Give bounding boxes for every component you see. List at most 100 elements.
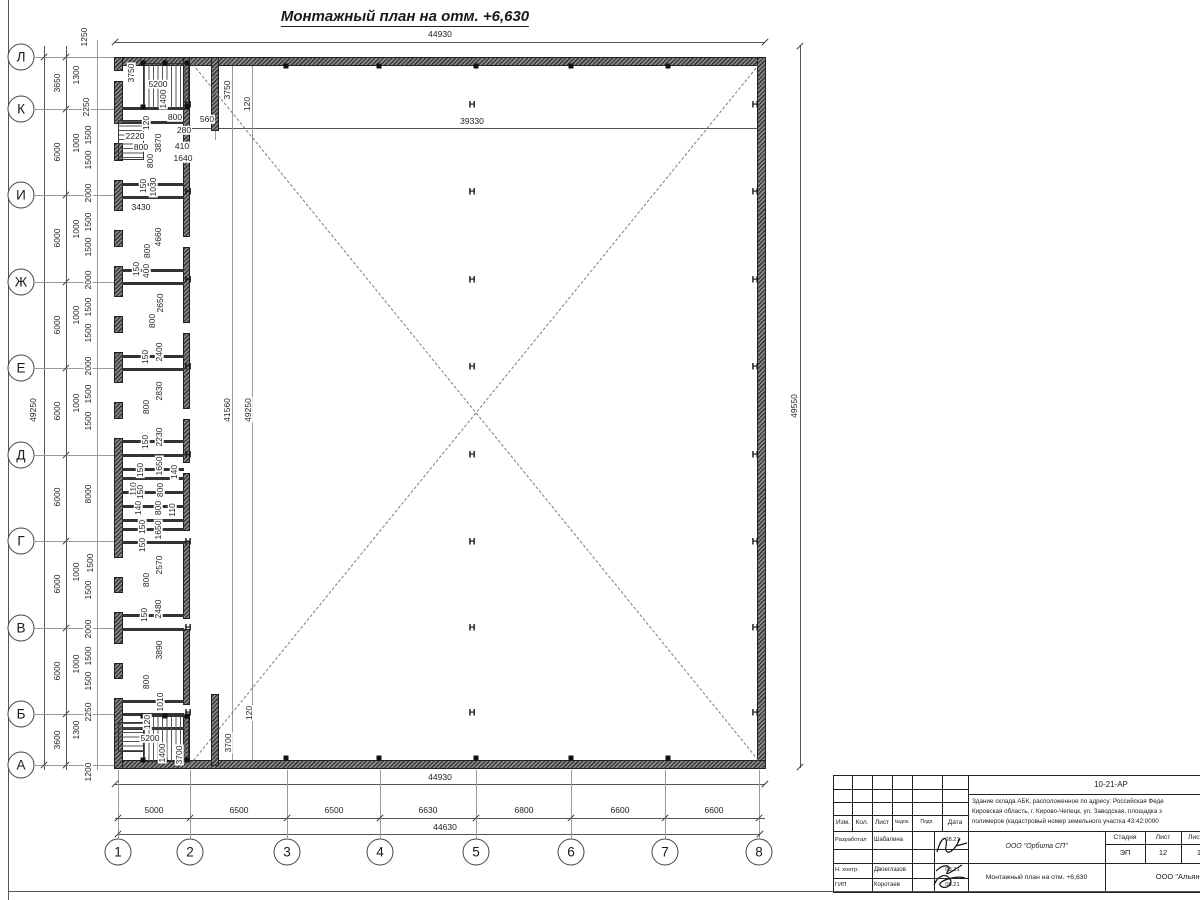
corridor-wall-segment xyxy=(183,159,190,237)
exterior-wall-left-segment xyxy=(114,577,123,593)
column-square xyxy=(473,63,479,69)
dimension-label: 2250 xyxy=(82,701,93,723)
axis-extension-line xyxy=(118,770,119,838)
dimension-label: 3700 xyxy=(173,744,184,766)
dimension-label: 150 xyxy=(138,606,149,624)
title-block-line xyxy=(834,789,968,790)
partition-wall xyxy=(122,528,184,531)
exterior-wall-left-segment xyxy=(114,230,123,247)
dimension-label: 150 xyxy=(139,348,150,366)
dimension-label: 120 xyxy=(140,114,151,132)
title-block-line xyxy=(1145,831,1146,863)
dimension-label: 1000 xyxy=(70,132,81,154)
dimension-label: 6500 xyxy=(323,804,345,815)
partition-wall xyxy=(122,700,184,703)
dimension-label: 1000 xyxy=(70,304,81,326)
dimension-label: 2830 xyxy=(153,380,164,402)
title-block-row-cell: 08.21 xyxy=(945,836,960,843)
partition-wall xyxy=(122,454,184,457)
partition-wall xyxy=(122,368,184,371)
steel-column-marker: Н xyxy=(468,622,476,634)
dimension-label: 1000 xyxy=(70,392,81,414)
axis-circle-row-А: А xyxy=(7,751,35,779)
dimension-label: 1500 xyxy=(82,383,93,405)
dimension-label: 800 xyxy=(144,152,155,170)
dimension-label: 6000 xyxy=(51,227,62,249)
stage-value: ЭП xyxy=(1119,848,1131,858)
dimension-line xyxy=(118,834,760,835)
steel-column-marker: Н xyxy=(751,99,759,111)
exterior-wall-left-segment xyxy=(114,316,123,333)
dimension-label: 800 xyxy=(141,242,152,260)
title-block-line xyxy=(968,794,1200,795)
dimension-label: 6600 xyxy=(609,804,631,815)
title-block-line xyxy=(942,776,943,831)
axis-extension-line xyxy=(380,770,381,838)
dimension-label: 150 xyxy=(139,433,150,451)
dimension-label: 140 xyxy=(168,463,179,481)
dimension-label: 1500 xyxy=(82,149,93,171)
title-block-line xyxy=(872,776,873,831)
title-block-header-cell: Лист xyxy=(874,819,890,827)
dimension-label: 5200 xyxy=(139,732,161,743)
sheet-value: 12 xyxy=(1158,848,1168,858)
description-line: полимеров (кадастровый номер земельного … xyxy=(972,817,1159,825)
partition-wall xyxy=(122,491,184,494)
title-block-line xyxy=(834,831,968,832)
dimension-label: 560 xyxy=(198,113,216,124)
doc-number: 10-21-АР xyxy=(1094,779,1128,789)
steel-column-marker: Н xyxy=(468,707,476,719)
dimension-label: 1300 xyxy=(70,719,81,741)
dimension-label: 150 xyxy=(134,483,145,501)
dimension-label: 6000 xyxy=(51,400,62,422)
title-block: 10-21-АР Здание склада АБК, расположенно… xyxy=(833,775,1200,893)
steel-column-marker: Н xyxy=(184,707,192,719)
dimension-label: 6800 xyxy=(513,804,535,815)
dimension-label: 400 xyxy=(140,262,151,280)
sheet-frame-bottom xyxy=(8,891,1200,892)
axis-extension-line xyxy=(571,770,572,838)
column-square xyxy=(140,757,146,763)
column-square xyxy=(162,60,168,66)
title-block-line xyxy=(834,863,968,864)
title-block-line xyxy=(834,802,968,803)
dimension-label: 1500 xyxy=(82,322,93,344)
title-block-row-cell: Шабалина xyxy=(874,836,903,843)
steel-column-marker: Н xyxy=(468,99,476,111)
dimension-label: 2000 xyxy=(82,269,93,291)
axis-circle-row-Б: Б xyxy=(7,700,35,728)
dimension-label: 120 xyxy=(241,95,252,113)
sheets-value: 1 xyxy=(1196,848,1200,858)
title-block-line xyxy=(912,776,913,831)
title-block-line xyxy=(1105,844,1200,845)
dimension-label: 49250 xyxy=(27,397,38,423)
dimension-label: 1250 xyxy=(78,26,89,48)
title-block-header-cell: №док. xyxy=(894,819,910,826)
dimension-label: 3430 xyxy=(130,201,152,212)
steel-column-marker: Н xyxy=(751,536,759,548)
dimension-label: 800 xyxy=(146,312,157,330)
dim-tick xyxy=(756,830,764,838)
dimension-label: 2000 xyxy=(82,355,93,377)
steel-column-marker: Н xyxy=(184,99,192,111)
axis-circle-col-1: 1 xyxy=(104,838,132,866)
title-block-line xyxy=(834,815,968,816)
dimension-label: 1400 xyxy=(156,742,167,764)
dim-tick xyxy=(761,38,769,46)
column-square xyxy=(184,60,190,66)
dimension-label: 6000 xyxy=(51,141,62,163)
steel-column-marker: Н xyxy=(184,361,192,373)
axis-extension-line xyxy=(35,195,122,196)
dimension-label: 6500 xyxy=(228,804,250,815)
axis-extension-line xyxy=(35,455,122,456)
dimension-label: 2220 xyxy=(124,130,146,141)
partition-wall xyxy=(122,505,184,508)
partition-wall xyxy=(122,282,184,285)
stair-wall-top xyxy=(211,57,219,131)
steel-column-marker: Н xyxy=(751,361,759,373)
title-block-line xyxy=(892,776,893,831)
dimension-label: 1500 xyxy=(82,296,93,318)
title-block-header-cell: Изм. xyxy=(836,819,850,827)
column-square xyxy=(568,63,574,69)
exterior-wall-left-segment xyxy=(114,438,123,558)
